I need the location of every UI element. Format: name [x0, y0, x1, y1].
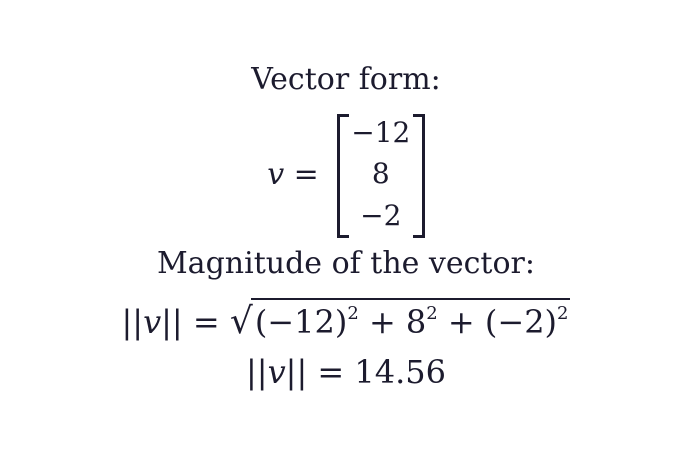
sqrt-sign: √ — [229, 301, 253, 342]
term-2: + 8 — [358, 303, 427, 341]
vector-definition: v = −12 8 −2 — [0, 112, 692, 238]
result-value: 14.56 — [354, 353, 446, 391]
result-lhs: ||v|| = — [246, 353, 345, 391]
exponent-1: 2 — [347, 303, 359, 324]
magnitude-lhs: ||v|| = — [121, 303, 220, 341]
exponent-2: 2 — [426, 303, 438, 324]
square-root: √(−12)2 + 82 + (−2)2 — [230, 298, 571, 342]
vector-entry-2: 8 — [371, 157, 390, 191]
right-bracket — [412, 114, 425, 238]
magnitude-formula: ||v|| = √(−12)2 + 82 + (−2)2 — [0, 298, 692, 342]
magnitude-heading: Magnitude of the vector: — [156, 246, 536, 281]
left-bracket — [336, 114, 349, 238]
vector-entries: −12 8 −2 — [349, 112, 413, 236]
vector-entry-1: −12 — [351, 116, 411, 150]
term-3: + (−2) — [437, 303, 558, 341]
vector-form-heading: Vector form: — [251, 62, 441, 97]
column-vector: −12 8 −2 — [336, 112, 425, 238]
magnitude-result: ||v|| = 14.56 — [0, 352, 692, 392]
vector-entry-3: −2 — [360, 198, 402, 232]
exponent-3: 2 — [557, 303, 569, 324]
term-1: (−12) — [254, 303, 348, 341]
vector-lhs: v = — [267, 156, 319, 192]
radicand: (−12)2 + 82 + (−2)2 — [250, 298, 571, 342]
